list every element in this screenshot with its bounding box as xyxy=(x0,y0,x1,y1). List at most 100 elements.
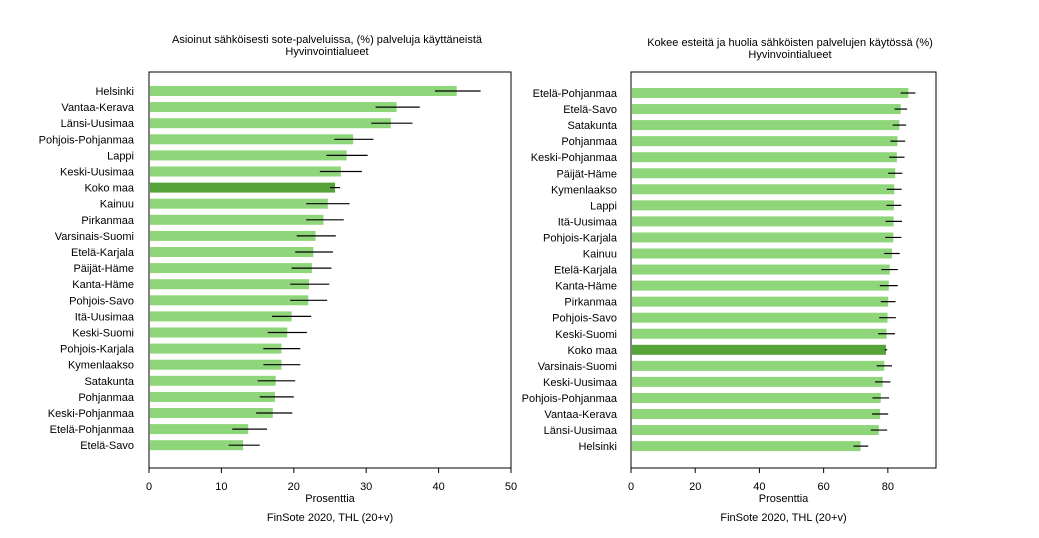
chart-title: Kokee esteitä ja huolia sähköisten palve… xyxy=(647,37,933,49)
bar-helsinki xyxy=(150,86,457,96)
bar-lappi xyxy=(150,150,347,161)
x-tick-label: 40 xyxy=(753,481,765,493)
category-label: Vantaa-Kerava xyxy=(61,102,134,114)
category-label: Etelä-Karjala xyxy=(554,265,618,277)
category-label: Länsi-Uusimaa xyxy=(61,118,135,130)
category-label: Keski-Pohjanmaa xyxy=(48,408,135,420)
bar-etel-savo xyxy=(632,104,901,115)
bar-lappi xyxy=(632,200,894,211)
category-label: Kymenlaakso xyxy=(551,184,617,196)
category-label: Kanta-Häme xyxy=(555,281,617,293)
x-tick-label: 50 xyxy=(505,481,517,493)
bar-koko-maa xyxy=(150,182,336,193)
x-tick-label: 0 xyxy=(628,481,634,493)
x-tick-label: 10 xyxy=(215,481,227,493)
category-label: Keski-Suomi xyxy=(555,329,617,341)
category-label: Pohjois-Savo xyxy=(69,295,134,307)
category-label: Etelä-Pohjanmaa xyxy=(533,88,618,100)
source-note: FinSote 2020, THL (20+v) xyxy=(720,512,846,524)
bar-l-nsi-uusimaa xyxy=(150,118,391,129)
category-label: Vantaa-Kerava xyxy=(544,409,617,421)
category-label: Kainuu xyxy=(100,199,134,211)
category-label: Etelä-Savo xyxy=(563,104,617,116)
bar-pohjanmaa xyxy=(150,391,275,402)
chart-subtitle: Hyvinvointialueet xyxy=(748,49,831,61)
plot-frame xyxy=(630,71,937,469)
x-tick-label: 40 xyxy=(432,481,444,493)
bar-kanta-h-me xyxy=(632,280,889,291)
bar-satakunta xyxy=(632,120,900,131)
bar-helsinki xyxy=(632,441,861,452)
category-label: Pohjois-Pohjanmaa xyxy=(522,393,618,405)
bar-koko-maa xyxy=(632,344,886,355)
bar-etel-savo xyxy=(150,440,244,451)
category-label: Kymenlaakso xyxy=(68,360,134,372)
bar-p-ij-t-h-me xyxy=(150,263,312,274)
bar-pohjois-savo xyxy=(150,295,309,306)
category-label: Keski-Suomi xyxy=(72,328,134,340)
category-label: Pohjanmaa xyxy=(561,136,618,148)
x-tick-label: 20 xyxy=(288,481,300,493)
category-label: Päijät-Häme xyxy=(556,168,617,180)
category-label: Itä-Uusimaa xyxy=(75,311,135,323)
category-label: Helsinki xyxy=(95,86,134,98)
chart-subtitle: Hyvinvointialueet xyxy=(285,46,368,58)
category-label: Etelä-Savo xyxy=(80,440,134,452)
x-tick-label: 30 xyxy=(360,481,372,493)
category-label: Koko maa xyxy=(567,345,617,357)
category-label: Satakunta xyxy=(84,376,134,388)
x-tick-label: 20 xyxy=(689,481,701,493)
x-axis-label: Prosenttia xyxy=(759,493,809,505)
category-label: Varsinais-Suomi xyxy=(55,231,134,243)
category-label: Koko maa xyxy=(84,183,134,195)
bar-l-nsi-uusimaa xyxy=(632,425,879,436)
category-label: Keski-Pohjanmaa xyxy=(531,152,618,164)
category-label: Länsi-Uusimaa xyxy=(544,425,618,437)
category-label: Keski-Uusimaa xyxy=(543,377,618,389)
category-label: Kainuu xyxy=(583,249,617,261)
bar-p-ij-t-h-me xyxy=(632,168,896,179)
bar-vantaa-kerava xyxy=(632,409,881,419)
category-label: Lappi xyxy=(107,150,134,162)
x-tick-label: 60 xyxy=(818,481,830,493)
bar-pohjois-pohjanmaa xyxy=(150,134,354,145)
category-label: Etelä-Pohjanmaa xyxy=(50,424,135,436)
category-label: Pohjois-Karjala xyxy=(543,232,618,244)
bar-etel-karjala xyxy=(632,264,890,275)
category-label: Varsinais-Suomi xyxy=(538,361,617,373)
bar-it-uusimaa xyxy=(150,311,292,322)
bar-varsinais-suomi xyxy=(150,230,316,241)
bar-pirkanmaa xyxy=(632,296,889,307)
plot-frame xyxy=(148,71,512,469)
bar-keski-uusimaa xyxy=(632,376,883,387)
bar-etel-karjala xyxy=(150,247,314,257)
category-label: Etelä-Karjala xyxy=(71,247,135,259)
bar-keski-suomi xyxy=(632,328,887,339)
bar-vantaa-kerava xyxy=(150,102,397,113)
category-label: Pohjois-Pohjanmaa xyxy=(39,134,135,146)
bar-keski-uusimaa xyxy=(150,166,341,177)
category-label: Satakunta xyxy=(567,120,617,132)
bar-kymenlaakso xyxy=(150,359,282,370)
category-label: Itä-Uusimaa xyxy=(558,216,618,228)
bar-kanta-h-me xyxy=(150,279,310,290)
chart-1: Asioinut sähköisesti sote-palveluissa, (… xyxy=(39,34,518,524)
category-label: Päijät-Häme xyxy=(73,263,134,275)
bar-keski-pohjanmaa xyxy=(632,152,897,163)
category-label: Pohjois-Savo xyxy=(552,313,617,325)
category-label: Pohjanmaa xyxy=(78,392,135,404)
category-label: Pirkanmaa xyxy=(564,297,617,309)
chart-title: Asioinut sähköisesti sote-palveluissa, (… xyxy=(172,34,483,46)
category-label: Lappi xyxy=(590,200,617,212)
bar-etel-pohjanmaa xyxy=(150,424,249,435)
bar-satakunta xyxy=(150,375,276,386)
bar-keski-suomi xyxy=(150,327,288,338)
bar-kainuu xyxy=(150,198,328,209)
chart-2: Kokee esteitä ja huolia sähköisten palve… xyxy=(522,37,937,524)
bar-pohjois-savo xyxy=(632,312,888,323)
bar-it-uusimaa xyxy=(632,216,894,227)
x-tick-label: 0 xyxy=(146,481,152,493)
source-note: FinSote 2020, THL (20+v) xyxy=(267,512,393,524)
bar-pohjois-karjala xyxy=(150,343,282,354)
